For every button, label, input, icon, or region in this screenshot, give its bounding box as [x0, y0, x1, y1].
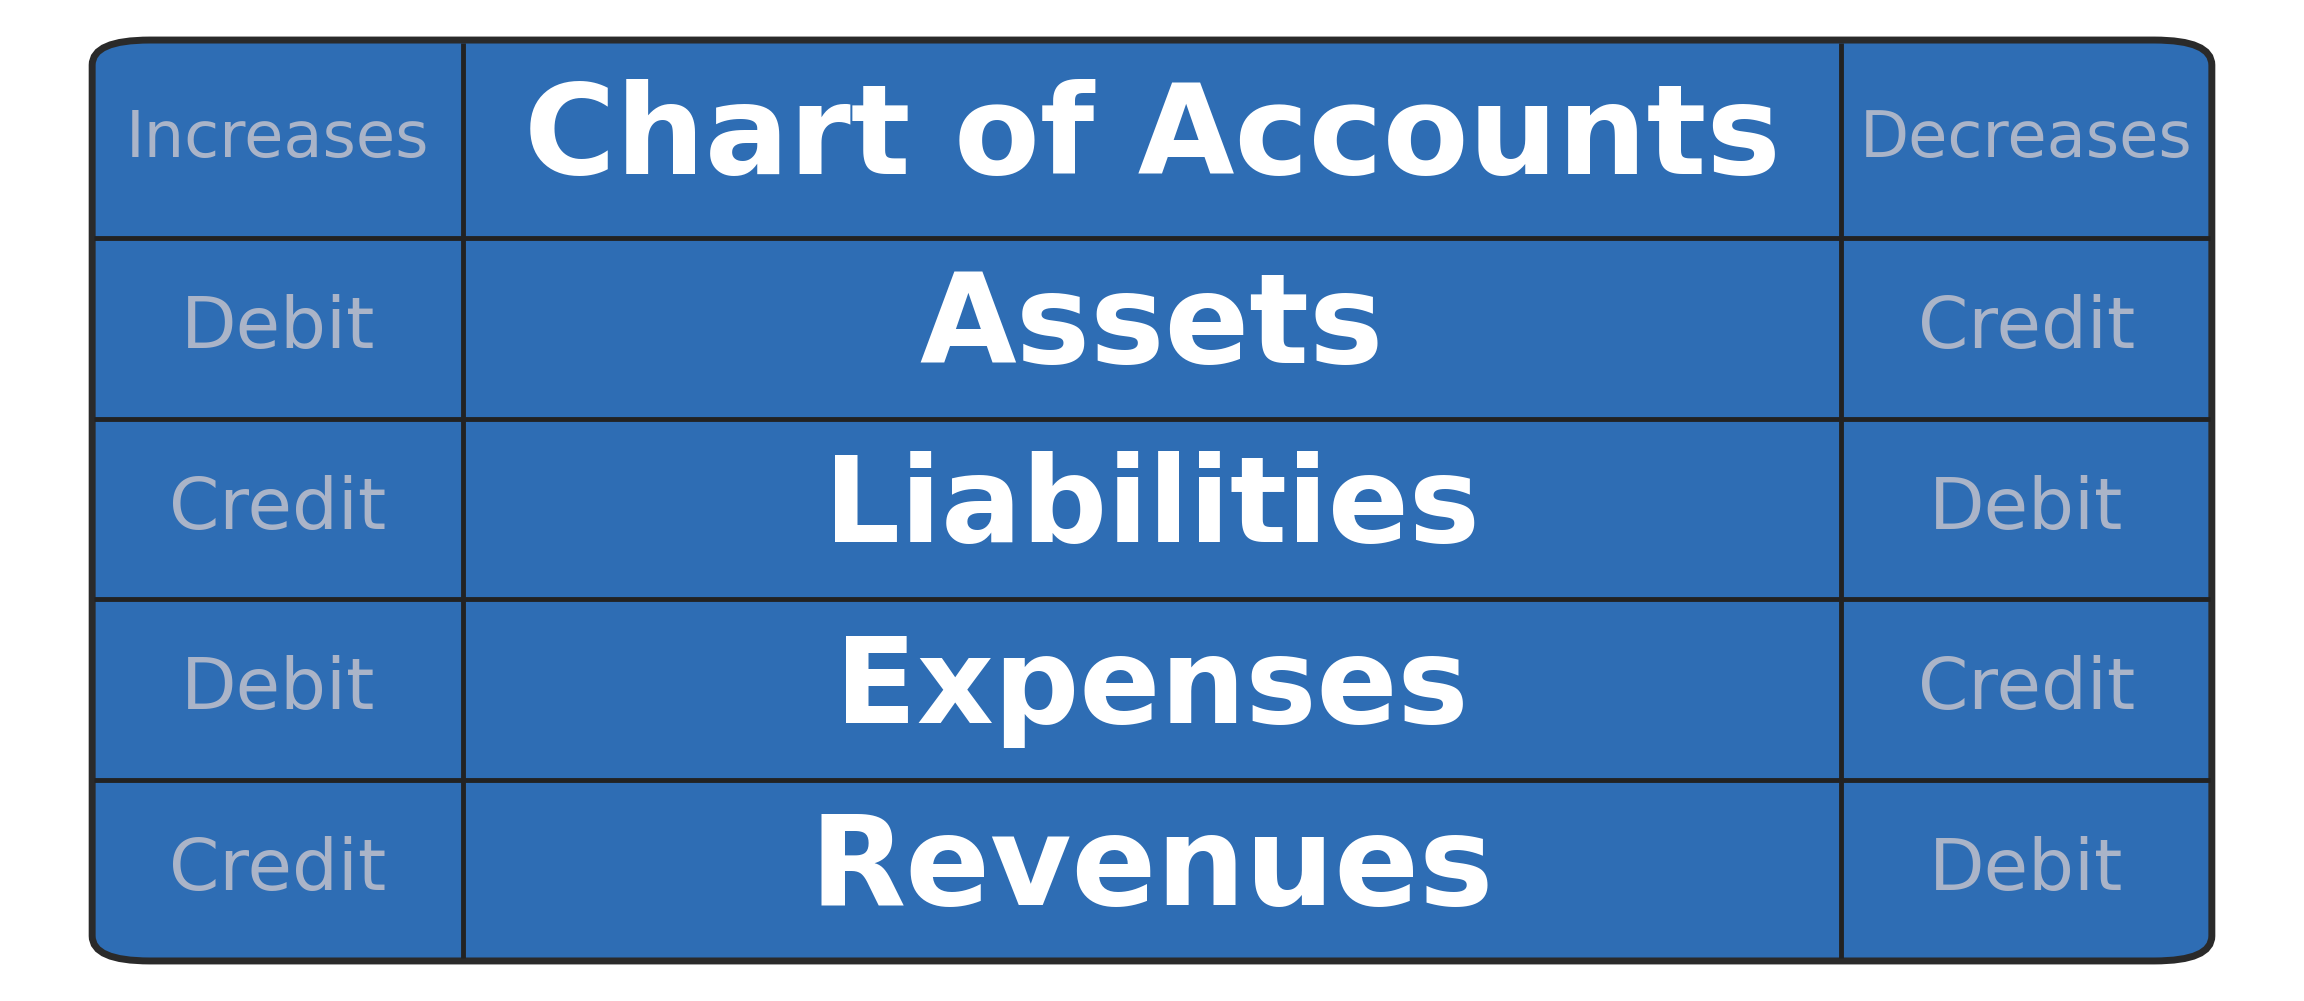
Text: Credit: Credit: [168, 474, 387, 544]
Text: Debit: Debit: [180, 656, 376, 725]
Text: Revenues: Revenues: [809, 810, 1495, 931]
Text: Debit: Debit: [1928, 836, 2124, 905]
Text: Decreases: Decreases: [1859, 108, 2193, 170]
Text: Credit: Credit: [1917, 656, 2136, 725]
Text: Credit: Credit: [168, 836, 387, 905]
Text: Liabilities: Liabilities: [825, 451, 1479, 568]
Text: Assets: Assets: [919, 268, 1385, 389]
Text: Expenses: Expenses: [836, 632, 1468, 748]
Text: Debit: Debit: [1928, 474, 2124, 544]
Text: Increases: Increases: [127, 108, 429, 170]
Text: Credit: Credit: [1917, 294, 2136, 363]
Text: Chart of Accounts: Chart of Accounts: [523, 78, 1781, 199]
Text: Debit: Debit: [180, 294, 376, 363]
FancyBboxPatch shape: [92, 40, 2212, 961]
